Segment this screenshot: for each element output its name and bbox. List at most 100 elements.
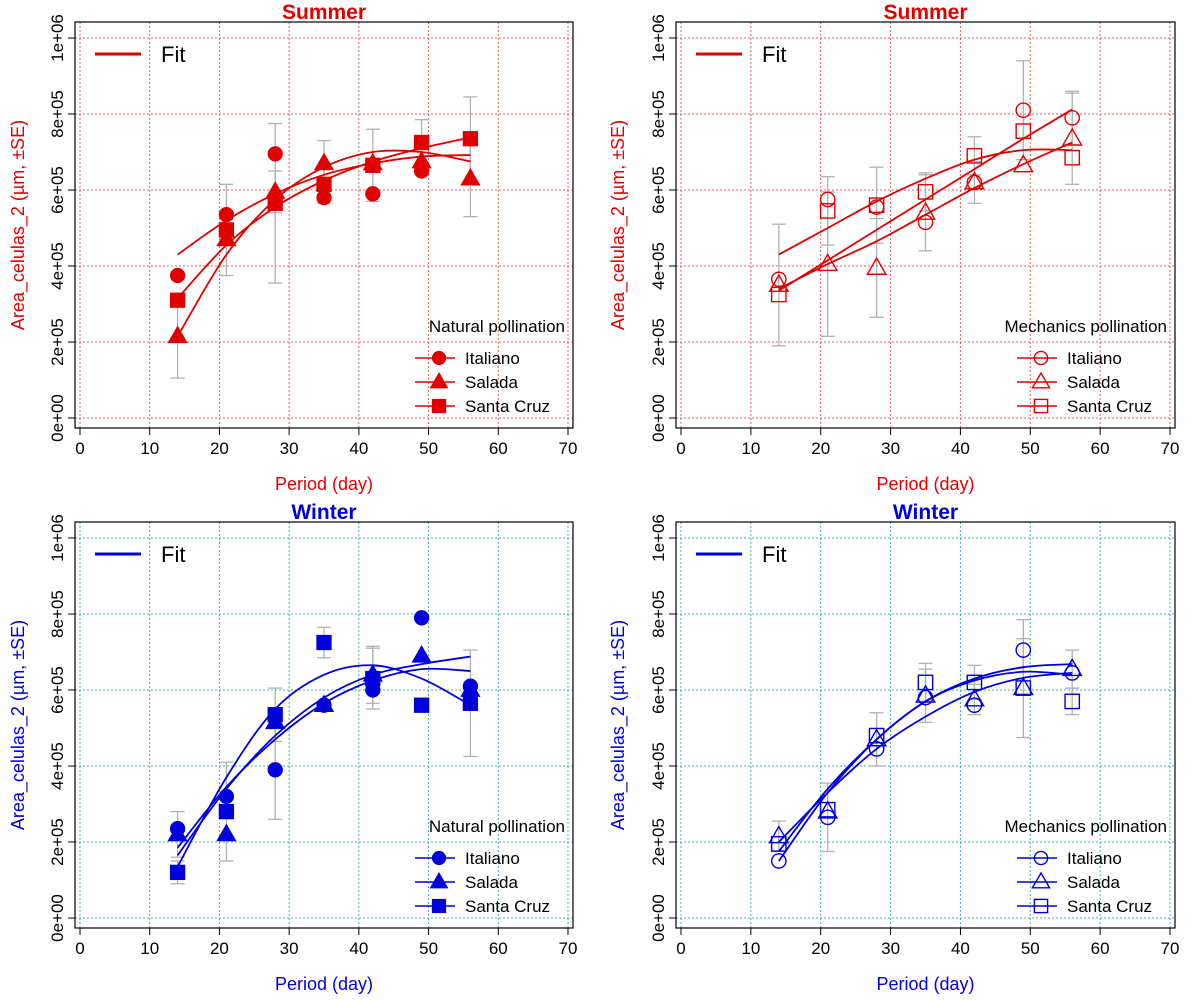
data-point-santa-cruz xyxy=(218,803,235,820)
legend-title: Natural pollination xyxy=(429,817,565,836)
legend-title: Natural pollination xyxy=(429,317,565,336)
x-tick-label: 60 xyxy=(1091,939,1110,958)
fit-legend: Fit xyxy=(696,42,786,67)
data-point-santa-cruz xyxy=(413,134,430,151)
data-point-santa-cruz xyxy=(365,670,381,687)
x-tick-label: 60 xyxy=(489,439,508,458)
legend-label: Santa Cruz xyxy=(1067,397,1152,416)
data-point-italiano xyxy=(1015,102,1032,119)
legend-marker-italiano xyxy=(431,850,447,866)
series-legend: Mechanics pollination Italiano Salada Santa… xyxy=(1004,817,1167,916)
legend-marker-santa-cruz xyxy=(1033,898,1049,914)
data-point-santa-cruz xyxy=(917,184,934,200)
data-point-salada xyxy=(216,823,237,842)
series-legend: Mechanics pollination Italiano Salada Santa… xyxy=(1004,317,1167,416)
legend-label: Salada xyxy=(1067,873,1120,892)
x-tick-label: 0 xyxy=(75,939,84,958)
data-point-salada xyxy=(1012,154,1034,173)
x-tick-label: 70 xyxy=(1161,439,1180,458)
x-tick-label: 10 xyxy=(140,939,159,958)
y-tick-label: 6e+05 xyxy=(649,666,668,714)
data-point-santa-cruz xyxy=(413,697,430,713)
data-point-santa-cruz xyxy=(218,222,235,238)
x-axis-label: Period (day) xyxy=(876,474,974,494)
x-tick-label: 0 xyxy=(75,439,84,458)
data-point-salada xyxy=(963,171,985,190)
data-point-salada xyxy=(411,150,432,169)
data-point-salada xyxy=(963,688,985,707)
x-tick-label: 60 xyxy=(489,939,508,958)
x-tick-label: 20 xyxy=(811,439,830,458)
data-point-santa-cruz xyxy=(770,286,787,303)
legend-label: Santa Cruz xyxy=(465,897,550,916)
data-point-santa-cruz xyxy=(169,864,186,881)
x-tick-label: 70 xyxy=(559,439,578,458)
data-point-italiano xyxy=(365,186,381,202)
x-tick-label: 30 xyxy=(280,939,299,958)
data-point-santa-cruz xyxy=(966,147,983,164)
legend-marker-salada xyxy=(1031,871,1051,889)
legend-marker-santa-cruz xyxy=(1033,398,1049,414)
x-axis-label: Period (day) xyxy=(275,474,373,494)
data-point-santa-cruz xyxy=(770,836,787,852)
chart-title: Winter xyxy=(291,501,356,524)
x-tick-label: 30 xyxy=(280,439,299,458)
legend-label: Santa Cruz xyxy=(465,397,550,416)
x-tick-label: 70 xyxy=(1161,939,1180,958)
data-point-italiano xyxy=(770,271,787,288)
legend-marker-italiano xyxy=(431,350,447,366)
y-tick-label: 1e+06 xyxy=(48,14,67,62)
legend-label: Italiano xyxy=(465,849,520,868)
y-tick-label: 0e+00 xyxy=(48,894,67,942)
chart-title: Winter xyxy=(893,501,958,524)
y-tick-label: 6e+05 xyxy=(48,666,67,714)
legend-label: Salada xyxy=(465,373,518,392)
data-points xyxy=(167,131,481,344)
legend-marker-salada xyxy=(1031,371,1051,389)
fit-legend: Fit xyxy=(696,542,786,567)
x-tick-label: 10 xyxy=(140,439,159,458)
legend-marker-santa-cruz xyxy=(431,398,447,414)
data-point-salada xyxy=(167,325,188,344)
y-tick-label: 8e+05 xyxy=(649,90,668,138)
fit-curve-italiano xyxy=(176,664,471,868)
data-point-salada xyxy=(167,823,188,842)
data-point-italiano xyxy=(868,741,885,757)
x-tick-label: 50 xyxy=(1021,939,1040,958)
data-point-salada xyxy=(1061,657,1083,677)
data-point-salada xyxy=(866,256,888,275)
fit-legend: Fit xyxy=(95,542,185,567)
chart-title: Summer xyxy=(282,1,366,24)
fit-legend-label: Fit xyxy=(762,42,786,67)
x-tick-label: 30 xyxy=(881,939,900,958)
data-point-salada xyxy=(1012,676,1034,696)
legend-label: Salada xyxy=(1067,373,1120,392)
plot-frame xyxy=(74,21,574,429)
data-point-salada xyxy=(915,684,936,703)
data-point-italiano xyxy=(819,191,836,208)
data-point-santa-cruz xyxy=(267,195,283,211)
data-point-santa-cruz xyxy=(316,634,332,651)
data-point-italiano xyxy=(218,788,235,805)
fit-legend-label: Fit xyxy=(161,42,185,67)
x-tick-label: 40 xyxy=(349,439,368,458)
legend-title: Mechanics pollination xyxy=(1004,317,1167,336)
data-point-santa-cruz xyxy=(365,157,381,173)
data-point-italiano xyxy=(169,267,186,284)
data-point-santa-cruz xyxy=(819,203,836,219)
data-point-santa-cruz xyxy=(462,695,479,711)
y-tick-label: 0e+00 xyxy=(48,394,67,442)
data-point-italiano xyxy=(966,174,983,191)
x-tick-label: 20 xyxy=(811,939,830,958)
data-point-salada xyxy=(313,152,335,171)
fit-legend: Fit xyxy=(95,42,185,67)
data-point-santa-cruz xyxy=(316,176,332,192)
series-legend: Natural pollination Italiano Salada Santa C… xyxy=(415,317,565,416)
fit-curve-salada xyxy=(176,655,471,856)
fit-curve-santa-cruz xyxy=(778,148,1073,256)
y-tick-label: 2e+05 xyxy=(649,818,668,866)
y-tick-label: 2e+05 xyxy=(48,318,67,366)
legend-label: Italiano xyxy=(1067,349,1122,368)
x-tick-label: 20 xyxy=(210,439,229,458)
data-point-italiano xyxy=(917,214,934,231)
